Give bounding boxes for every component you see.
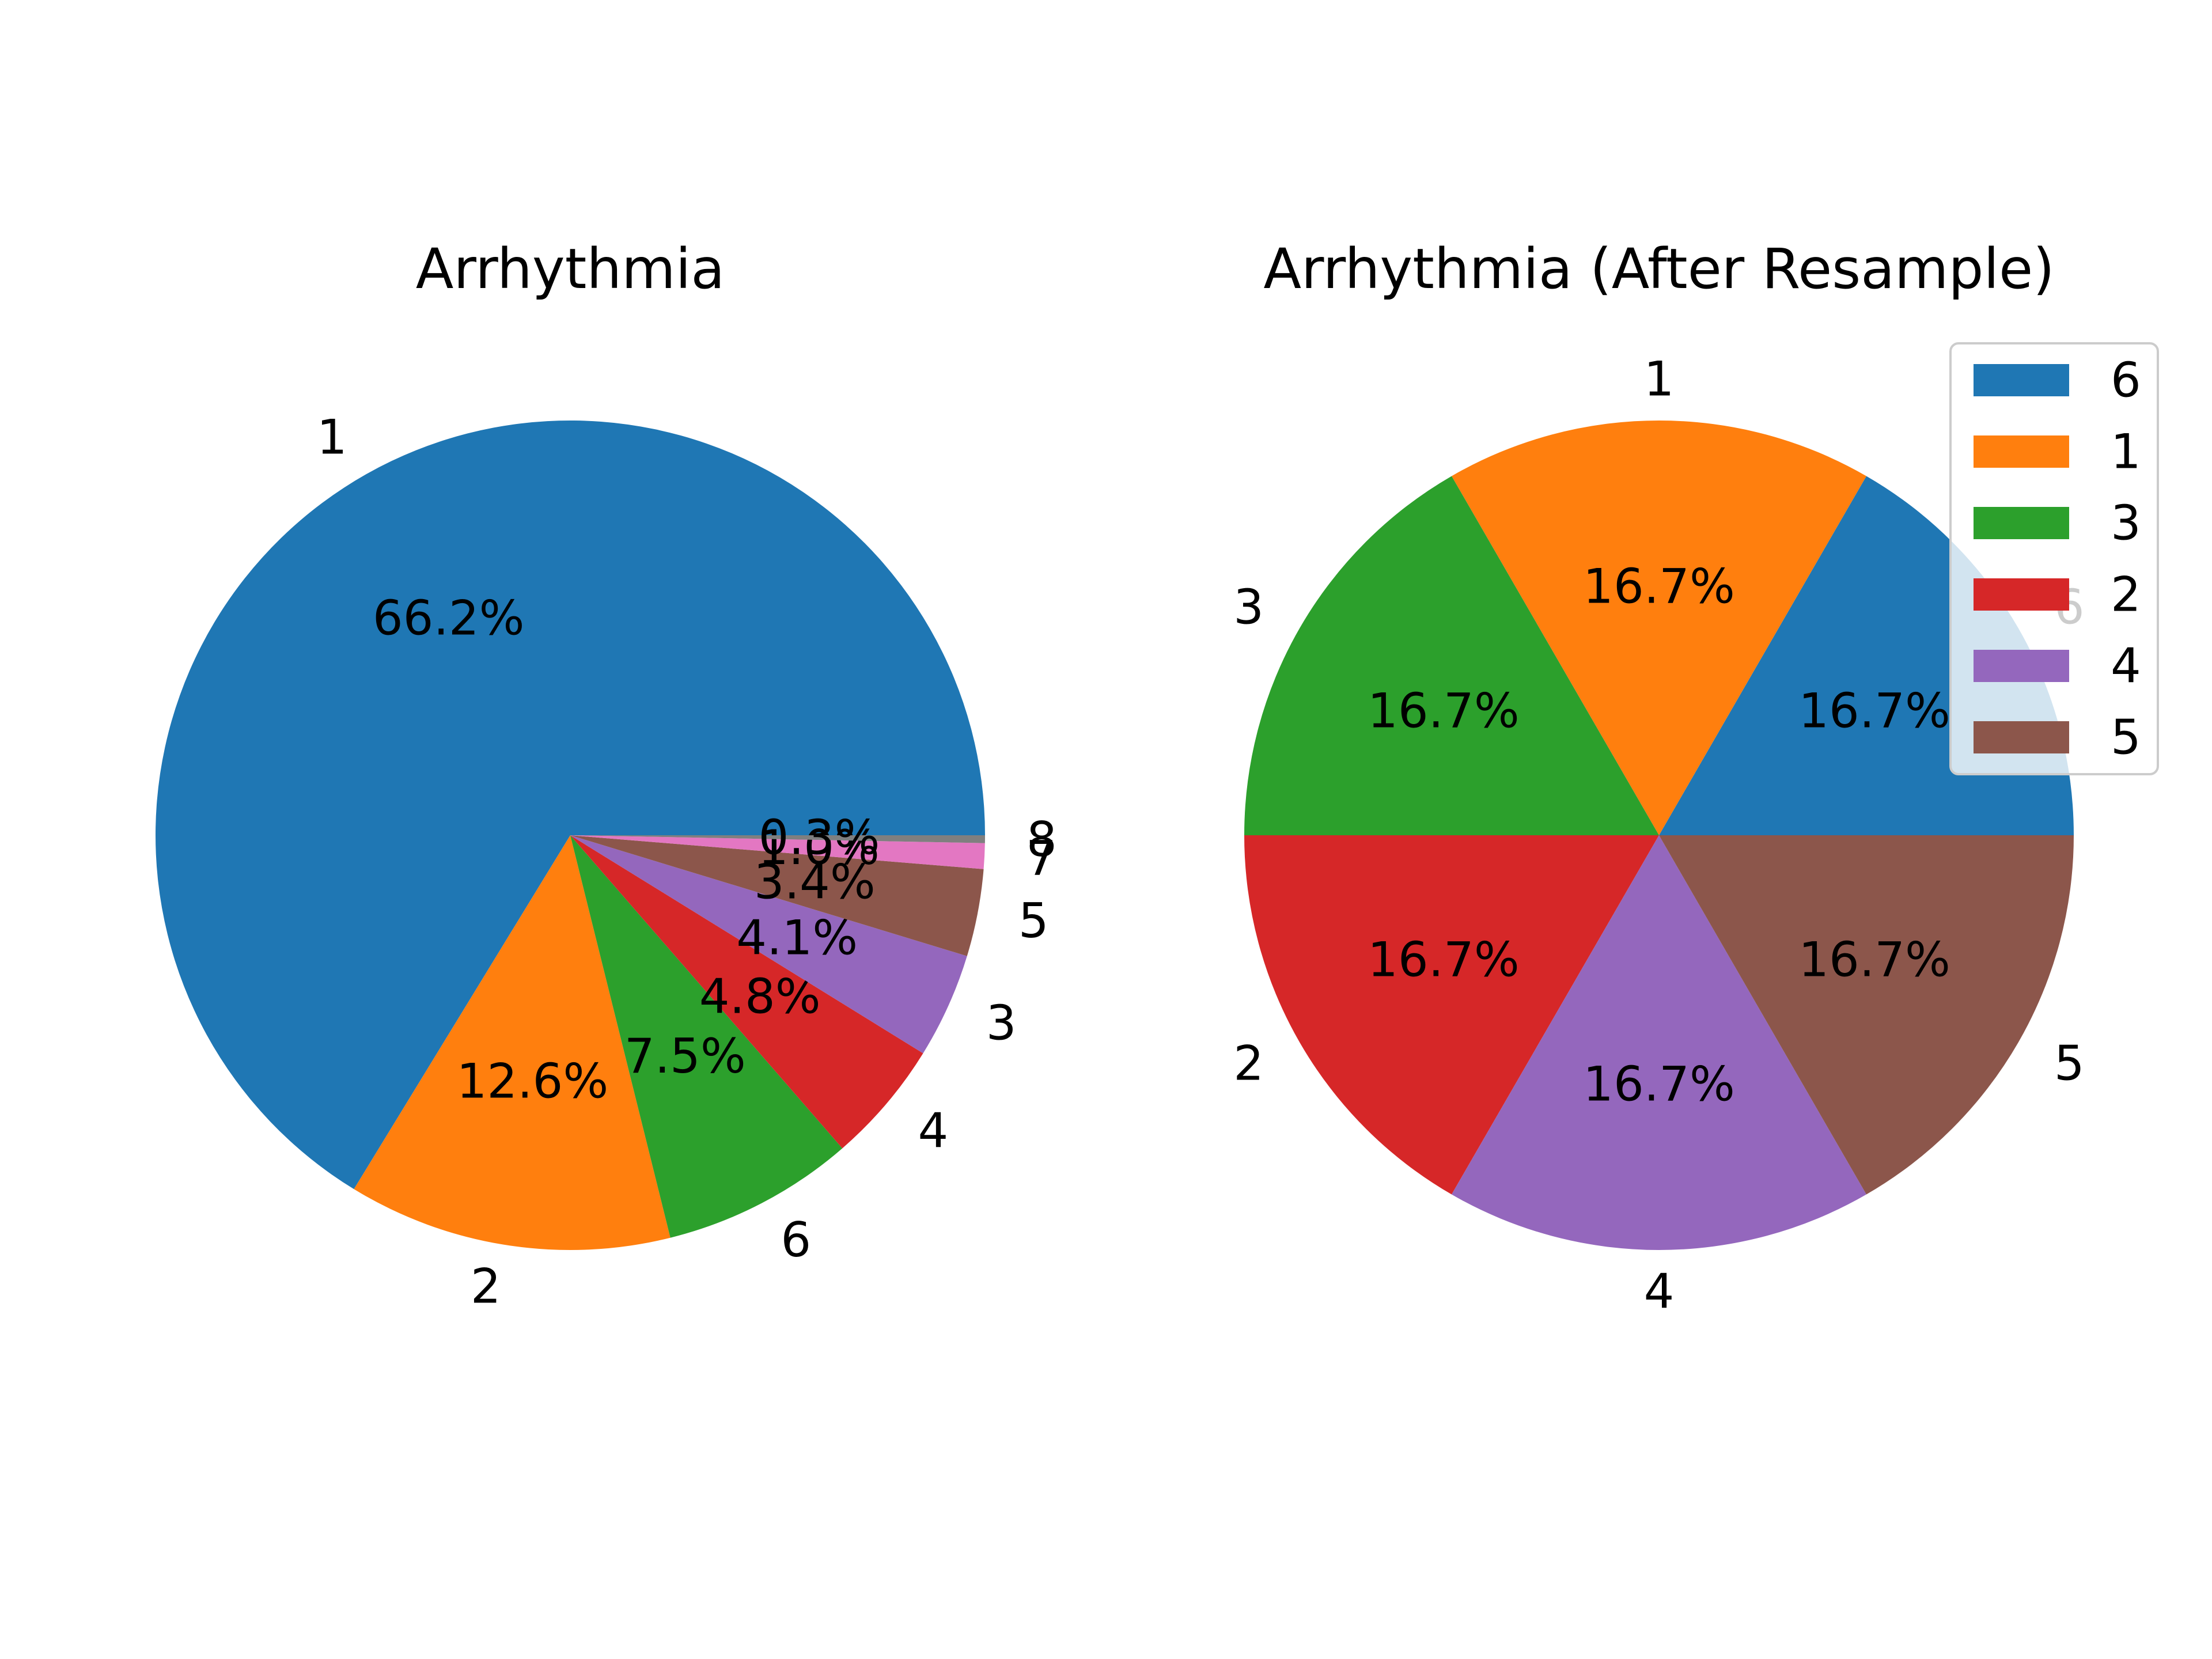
- pie-pct-label-6: 7.5%: [624, 1028, 746, 1084]
- pie-slice-6: [570, 835, 843, 1238]
- pie-category-label-2: 2: [471, 1258, 501, 1314]
- pie-slice-4: [1452, 835, 1866, 1251]
- pie-pct-label-4: 4.8%: [699, 968, 821, 1024]
- pie-category-label-6: 6: [781, 1212, 811, 1268]
- pie-slice-7: [570, 835, 985, 869]
- pie-category-label-3: 3: [986, 995, 1017, 1051]
- pie-category-label-7: 7: [1026, 830, 1056, 886]
- pie-slice-5: [1659, 835, 2074, 1195]
- pie-chart-arrhythmia: Arrhythmia 66.2% 1 12.6% 2 7.5% 6 4.8% 4 4.1% 3 3.…: [155, 237, 1057, 1314]
- pie-category-label-8: 8: [1027, 812, 1057, 868]
- legend-label-3: 3: [2111, 495, 2141, 551]
- legend-swatch-4: [1974, 650, 2069, 682]
- pie-category-label-4: 4: [918, 1103, 949, 1158]
- pie-category-label-1: 1: [1644, 351, 1675, 407]
- pie-pct-label-7: 1.0%: [758, 820, 880, 876]
- legend-label-2: 2: [2111, 567, 2141, 623]
- pie-category-label-2: 2: [1233, 1036, 1264, 1092]
- pie-slice-3: [1244, 476, 1659, 835]
- pie-pct-label-5: 16.7%: [1798, 932, 1950, 988]
- pie-slice-1: [1452, 420, 1866, 835]
- chart-title-left: Arrhythmia: [416, 237, 725, 301]
- legend: 6 1 3 2 4 5: [1949, 342, 2159, 775]
- pie-pct-label-4: 16.7%: [1583, 1056, 1735, 1112]
- pie-slice-3: [570, 835, 967, 1054]
- pie-pct-label-2: 16.7%: [1368, 932, 1520, 988]
- legend-label-5: 5: [2111, 710, 2141, 766]
- pie-pct-label-3: 16.7%: [1368, 683, 1520, 739]
- pie-pct-label-6: 16.7%: [1798, 683, 1950, 739]
- legend-swatch-3: [1974, 507, 2069, 539]
- legend-label-4: 4: [2111, 638, 2141, 694]
- pie-category-label-4: 4: [1644, 1264, 1675, 1320]
- pie-slice-4: [570, 835, 923, 1149]
- legend-swatch-1: [1974, 435, 2069, 468]
- pie-chart-arrhythmia-after-resample: Arrhythmia (After Resample) 16.7%616.7%1…: [1233, 237, 2084, 1320]
- legend-swatch-6: [1974, 364, 2069, 396]
- pie-category-label-5: 5: [2054, 1036, 2085, 1092]
- pie-pct-label-1: 16.7%: [1583, 559, 1735, 615]
- legend-swatch-5: [1974, 721, 2069, 753]
- pie-slice-5: [570, 835, 984, 956]
- pie-pct-label-8: 0.3%: [759, 810, 880, 866]
- pie-category-label-3: 3: [1233, 579, 1264, 635]
- pie-pct-label-3: 4.1%: [736, 910, 858, 965]
- legend-label-1: 1: [2111, 424, 2141, 480]
- pie-pct-label-1: 66.2%: [373, 590, 525, 646]
- pie-pct-label-2: 12.6%: [457, 1054, 609, 1109]
- legend-swatch-2: [1974, 578, 2069, 611]
- pie-slice-2: [354, 835, 671, 1250]
- chart-title-right: Arrhythmia (After Resample): [1263, 237, 2054, 301]
- pie-pct-label-5: 3.4%: [754, 854, 876, 910]
- pie-slice-8: [570, 835, 985, 843]
- pie-category-label-1: 1: [317, 410, 347, 465]
- legend-label-6: 6: [2111, 353, 2141, 408]
- pie-category-label-5: 5: [1018, 893, 1049, 949]
- pie-slice-1: [155, 421, 985, 1190]
- pie-slice-2: [1244, 835, 1659, 1195]
